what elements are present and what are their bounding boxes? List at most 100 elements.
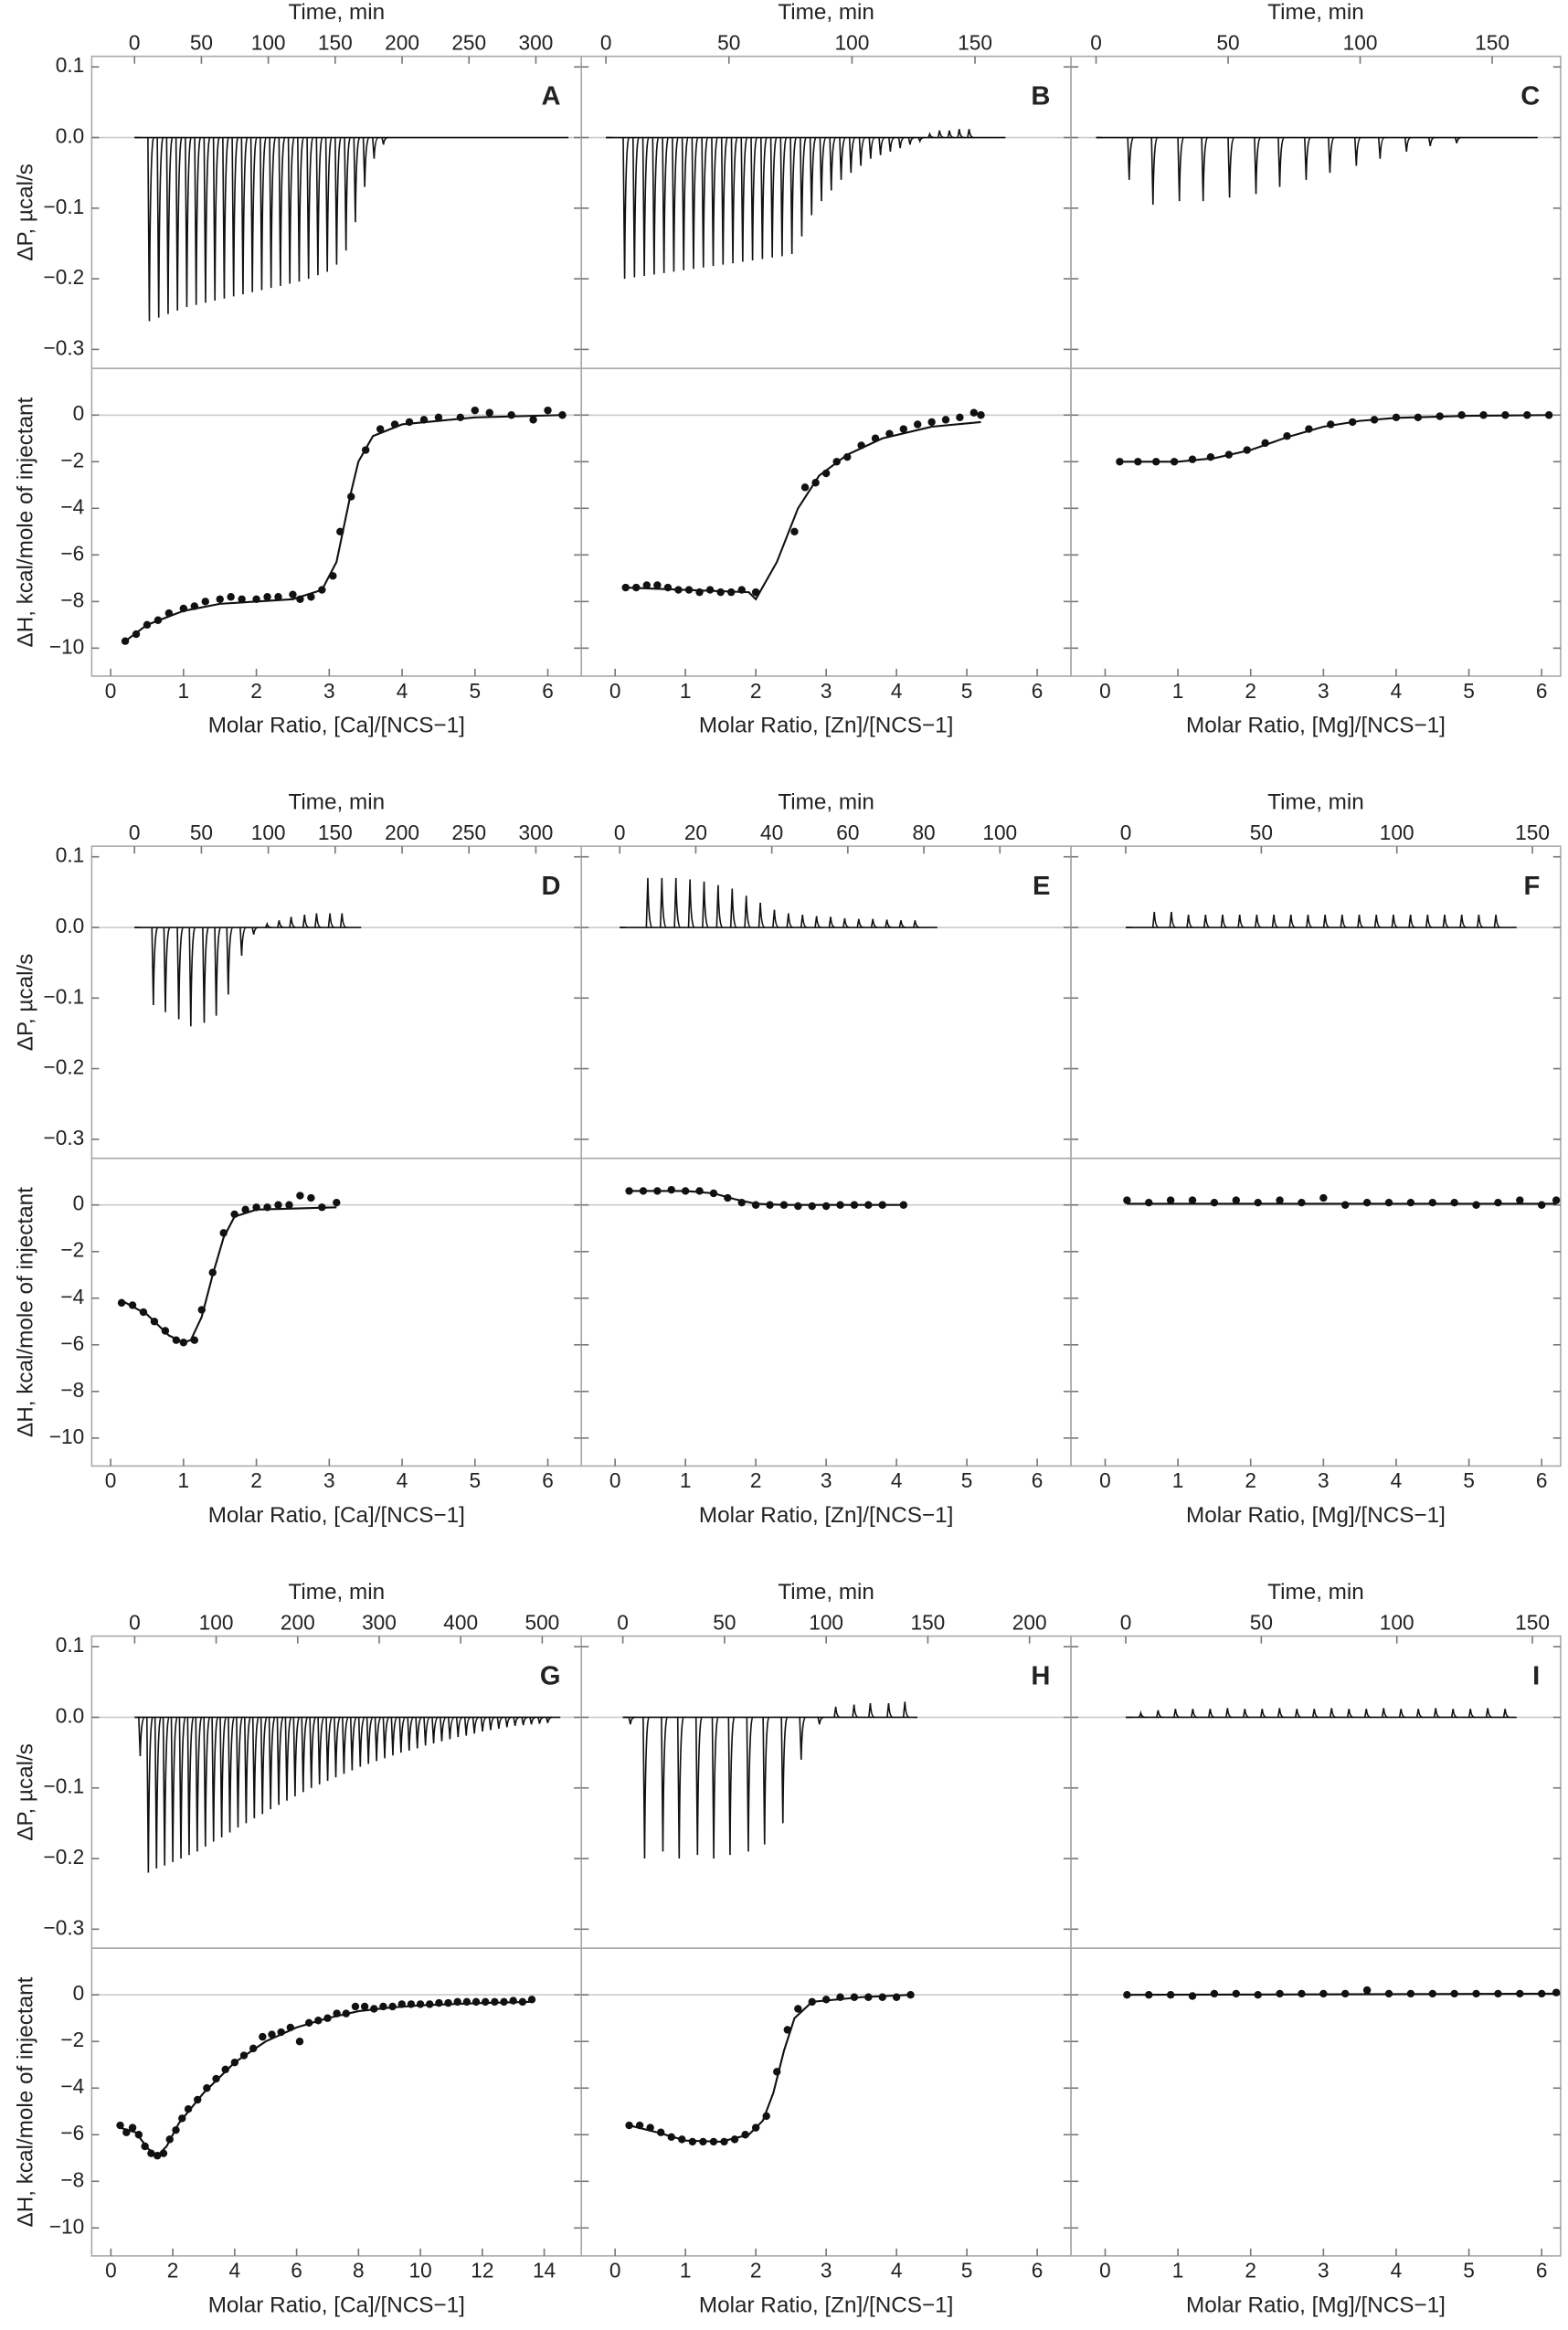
injection-peak bbox=[702, 881, 710, 928]
data-point bbox=[1166, 1991, 1175, 1999]
injection-peak bbox=[315, 136, 323, 276]
data-point bbox=[730, 2135, 739, 2144]
injection-peak bbox=[175, 136, 183, 311]
injection-peak bbox=[1328, 136, 1335, 174]
data-point bbox=[527, 1996, 536, 2004]
data-point bbox=[296, 595, 304, 603]
x-axis-label: Molar Ratio, [Zn]/[NCS−1] bbox=[699, 713, 953, 737]
data-point bbox=[453, 1997, 461, 2007]
injection-peak bbox=[772, 909, 779, 928]
y-axis-label: ΔH, kcal/mole of injectant bbox=[14, 1187, 38, 1437]
injection-peak bbox=[681, 136, 689, 270]
x-tick-label: 5 bbox=[469, 679, 481, 703]
data-point bbox=[263, 1203, 271, 1212]
x-tick-label: 150 bbox=[958, 31, 992, 55]
x-tick-label: 300 bbox=[519, 31, 554, 55]
data-point bbox=[773, 2068, 781, 2076]
y-tick-label: −10 bbox=[49, 1424, 84, 1448]
data-point bbox=[1428, 1989, 1436, 1998]
x-tick-label: 60 bbox=[836, 821, 859, 844]
data-point bbox=[259, 2032, 267, 2041]
injection-peak bbox=[868, 136, 875, 159]
injection-peak bbox=[740, 136, 748, 262]
data-point bbox=[1276, 1989, 1284, 1998]
x-tick-label: 150 bbox=[318, 31, 353, 55]
data-point bbox=[1206, 452, 1215, 461]
data-point bbox=[1516, 1989, 1524, 1998]
data-point bbox=[1116, 458, 1124, 466]
injection-peak bbox=[202, 927, 210, 1023]
y-axis-label: ΔH, kcal/mole of injectant bbox=[14, 397, 38, 647]
injection-peak bbox=[504, 1716, 512, 1728]
data-point bbox=[444, 1998, 452, 2007]
injection-peak bbox=[1450, 1709, 1458, 1719]
injection-peak bbox=[1150, 136, 1159, 205]
data-point bbox=[1537, 1989, 1546, 1998]
data-point bbox=[1276, 1196, 1284, 1204]
injection-peak bbox=[222, 136, 230, 299]
x-tick-label: 2 bbox=[167, 2259, 179, 2282]
x-tick-label: 0 bbox=[1099, 2259, 1111, 2282]
data-point bbox=[1254, 1198, 1262, 1207]
data-point bbox=[178, 2114, 186, 2123]
x-tick-label: 300 bbox=[362, 1611, 397, 1635]
data-point bbox=[1123, 1991, 1131, 1999]
injection-peak bbox=[852, 1704, 859, 1719]
data-point bbox=[1123, 1196, 1131, 1204]
x-tick-label: 3 bbox=[323, 1468, 335, 1492]
injection-peak bbox=[349, 1716, 358, 1771]
injection-peak bbox=[147, 136, 155, 322]
data-point bbox=[318, 1203, 326, 1212]
plot-frame bbox=[1070, 845, 1562, 1160]
data-point bbox=[1348, 418, 1357, 427]
injection-peak bbox=[691, 136, 699, 270]
x-tick-label: 3 bbox=[821, 679, 832, 703]
x-tick-label: 4 bbox=[891, 679, 903, 703]
data-point bbox=[164, 609, 174, 618]
x-tick-label: 2 bbox=[1245, 1468, 1256, 1492]
x-tick-label: 0 bbox=[609, 2259, 621, 2282]
x-tick-label: 2 bbox=[250, 679, 262, 703]
data-point bbox=[190, 1336, 199, 1344]
y-tick-label: −0.1 bbox=[44, 195, 85, 218]
y-tick-label: 0 bbox=[73, 1981, 85, 2005]
x-axis-label: Molar Ratio, [Ca]/[NCS−1] bbox=[208, 2293, 465, 2317]
x-tick-label: 150 bbox=[910, 1611, 945, 1635]
injection-peak bbox=[1398, 1709, 1406, 1719]
data-point bbox=[172, 2125, 180, 2134]
injection-peak bbox=[284, 1716, 292, 1801]
x-tick-label: 6 bbox=[1536, 2259, 1548, 2282]
data-point bbox=[397, 2000, 406, 2008]
injection-peak bbox=[967, 129, 974, 139]
injection-peak bbox=[1306, 915, 1313, 928]
x-tick-label: 0 bbox=[1099, 679, 1111, 703]
injection-peak bbox=[907, 136, 915, 145]
data-point bbox=[1283, 432, 1291, 440]
data-point bbox=[1428, 1198, 1436, 1207]
x-tick-label: 0 bbox=[600, 31, 612, 55]
x-axis-label: Time, min bbox=[288, 1580, 385, 1605]
injection-peak bbox=[729, 888, 737, 928]
injection-peak bbox=[170, 1716, 178, 1862]
injection-peak bbox=[317, 1716, 325, 1785]
data-point bbox=[695, 1187, 704, 1195]
injection-peak bbox=[750, 136, 758, 261]
injection-peak bbox=[325, 1716, 334, 1782]
injection-peak bbox=[260, 1716, 268, 1815]
data-point bbox=[1152, 458, 1160, 466]
data-point bbox=[1472, 1201, 1480, 1209]
data-point bbox=[370, 2005, 378, 2013]
data-point bbox=[307, 1193, 315, 1202]
injection-peak bbox=[1169, 911, 1177, 928]
injection-peak bbox=[762, 1716, 770, 1845]
data-point bbox=[674, 586, 683, 594]
data-point bbox=[1370, 416, 1379, 424]
data-point bbox=[509, 1996, 517, 2005]
data-point bbox=[794, 1202, 802, 1211]
data-point bbox=[456, 413, 465, 422]
x-axis-label: Molar Ratio, [Zn]/[NCS−1] bbox=[699, 2293, 953, 2317]
injection-peak bbox=[488, 1716, 496, 1731]
injection-peak bbox=[817, 1716, 824, 1725]
y-axis-label: ΔP, µcal/s bbox=[14, 954, 38, 1052]
x-tick-label: 50 bbox=[190, 31, 213, 55]
